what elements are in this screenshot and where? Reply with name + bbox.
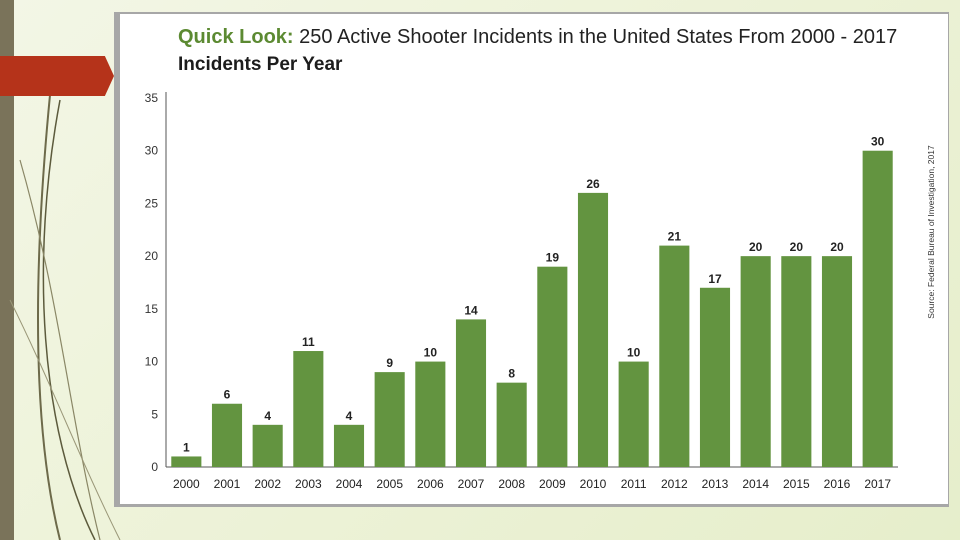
x-tick-label: 2013: [702, 477, 729, 491]
x-tick-label: 2004: [336, 477, 363, 491]
data-label: 17: [708, 272, 722, 286]
y-tick-label: 10: [145, 355, 159, 369]
title-rest: 250 Active Shooter Incidents in the Unit…: [293, 26, 898, 48]
y-tick-label: 0: [151, 460, 158, 474]
x-tick-label: 2016: [824, 477, 851, 491]
x-tick-label: 2007: [458, 477, 485, 491]
bar: [293, 351, 324, 467]
left-sidebar-stripe: [0, 0, 14, 540]
bar: [171, 456, 202, 467]
bar: [537, 266, 568, 467]
bar: [252, 424, 283, 467]
chart-frame: Quick Look: 250 Active Shooter Incidents…: [120, 14, 948, 504]
data-label: 4: [264, 409, 271, 423]
x-tick-label: 2010: [580, 477, 607, 491]
data-label: 19: [546, 251, 560, 265]
data-label: 20: [830, 240, 844, 254]
data-label: 1: [183, 440, 190, 454]
data-label: 30: [871, 135, 885, 149]
x-tick-label: 2015: [783, 477, 810, 491]
bar: [374, 372, 405, 467]
bar: [821, 256, 853, 467]
x-tick-label: 2006: [417, 477, 444, 491]
x-tick-label: 2014: [742, 477, 769, 491]
data-label: 10: [627, 346, 641, 360]
x-tick-label: 2008: [498, 477, 525, 491]
x-tick-label: 2001: [214, 477, 241, 491]
bar: [781, 256, 812, 467]
bar: [333, 424, 365, 467]
title-prefix: Quick Look:: [178, 26, 294, 48]
bar: [577, 192, 609, 467]
y-tick-label: 30: [145, 144, 159, 158]
bar: [211, 403, 243, 467]
data-label: 6: [224, 388, 231, 402]
y-tick-label: 15: [145, 302, 159, 316]
x-tick-label: 2012: [661, 477, 688, 491]
x-tick-label: 2009: [539, 477, 566, 491]
decorative-lines: [9, 94, 121, 540]
data-label: 26: [586, 177, 600, 191]
chart-title: Quick Look: 250 Active Shooter Incidents…: [178, 26, 897, 49]
data-label: 9: [386, 356, 393, 370]
y-tick-label: 5: [151, 407, 158, 421]
y-tick-label: 25: [145, 196, 159, 210]
data-label: 20: [790, 240, 804, 254]
chart-subtitle: Incidents Per Year: [178, 54, 343, 75]
data-label: 4: [346, 409, 353, 423]
bar: [496, 382, 527, 467]
data-label: 14: [464, 303, 478, 317]
source-note: Source: Federal Bureau of Investigation,…: [926, 145, 936, 319]
accent-tab: [0, 56, 114, 96]
bar: [699, 287, 731, 467]
x-tick-label: 2011: [621, 477, 647, 491]
x-tick-label: 2000: [173, 477, 200, 491]
x-tick-label: 2002: [254, 477, 281, 491]
bar-chart: 0 5 10 15 20 25 30 35 1 2000 6 2001 4 2002 11 2003 4 2004…: [145, 91, 898, 491]
data-label: 21: [668, 230, 682, 244]
bar: [618, 361, 649, 467]
bar: [455, 319, 487, 467]
x-tick-label: 2003: [295, 477, 322, 491]
bar: [862, 150, 893, 467]
bar: [740, 256, 771, 467]
bar: [659, 245, 690, 467]
x-tick-label: 2017: [864, 477, 891, 491]
bar: [415, 361, 446, 467]
data-label: 8: [508, 367, 515, 381]
y-tick-label: 35: [145, 91, 159, 105]
y-tick-label: 20: [145, 249, 159, 263]
x-tick-label: 2005: [376, 477, 403, 491]
data-label: 20: [749, 240, 763, 254]
data-label: 10: [424, 346, 438, 360]
data-label: 11: [302, 335, 315, 349]
